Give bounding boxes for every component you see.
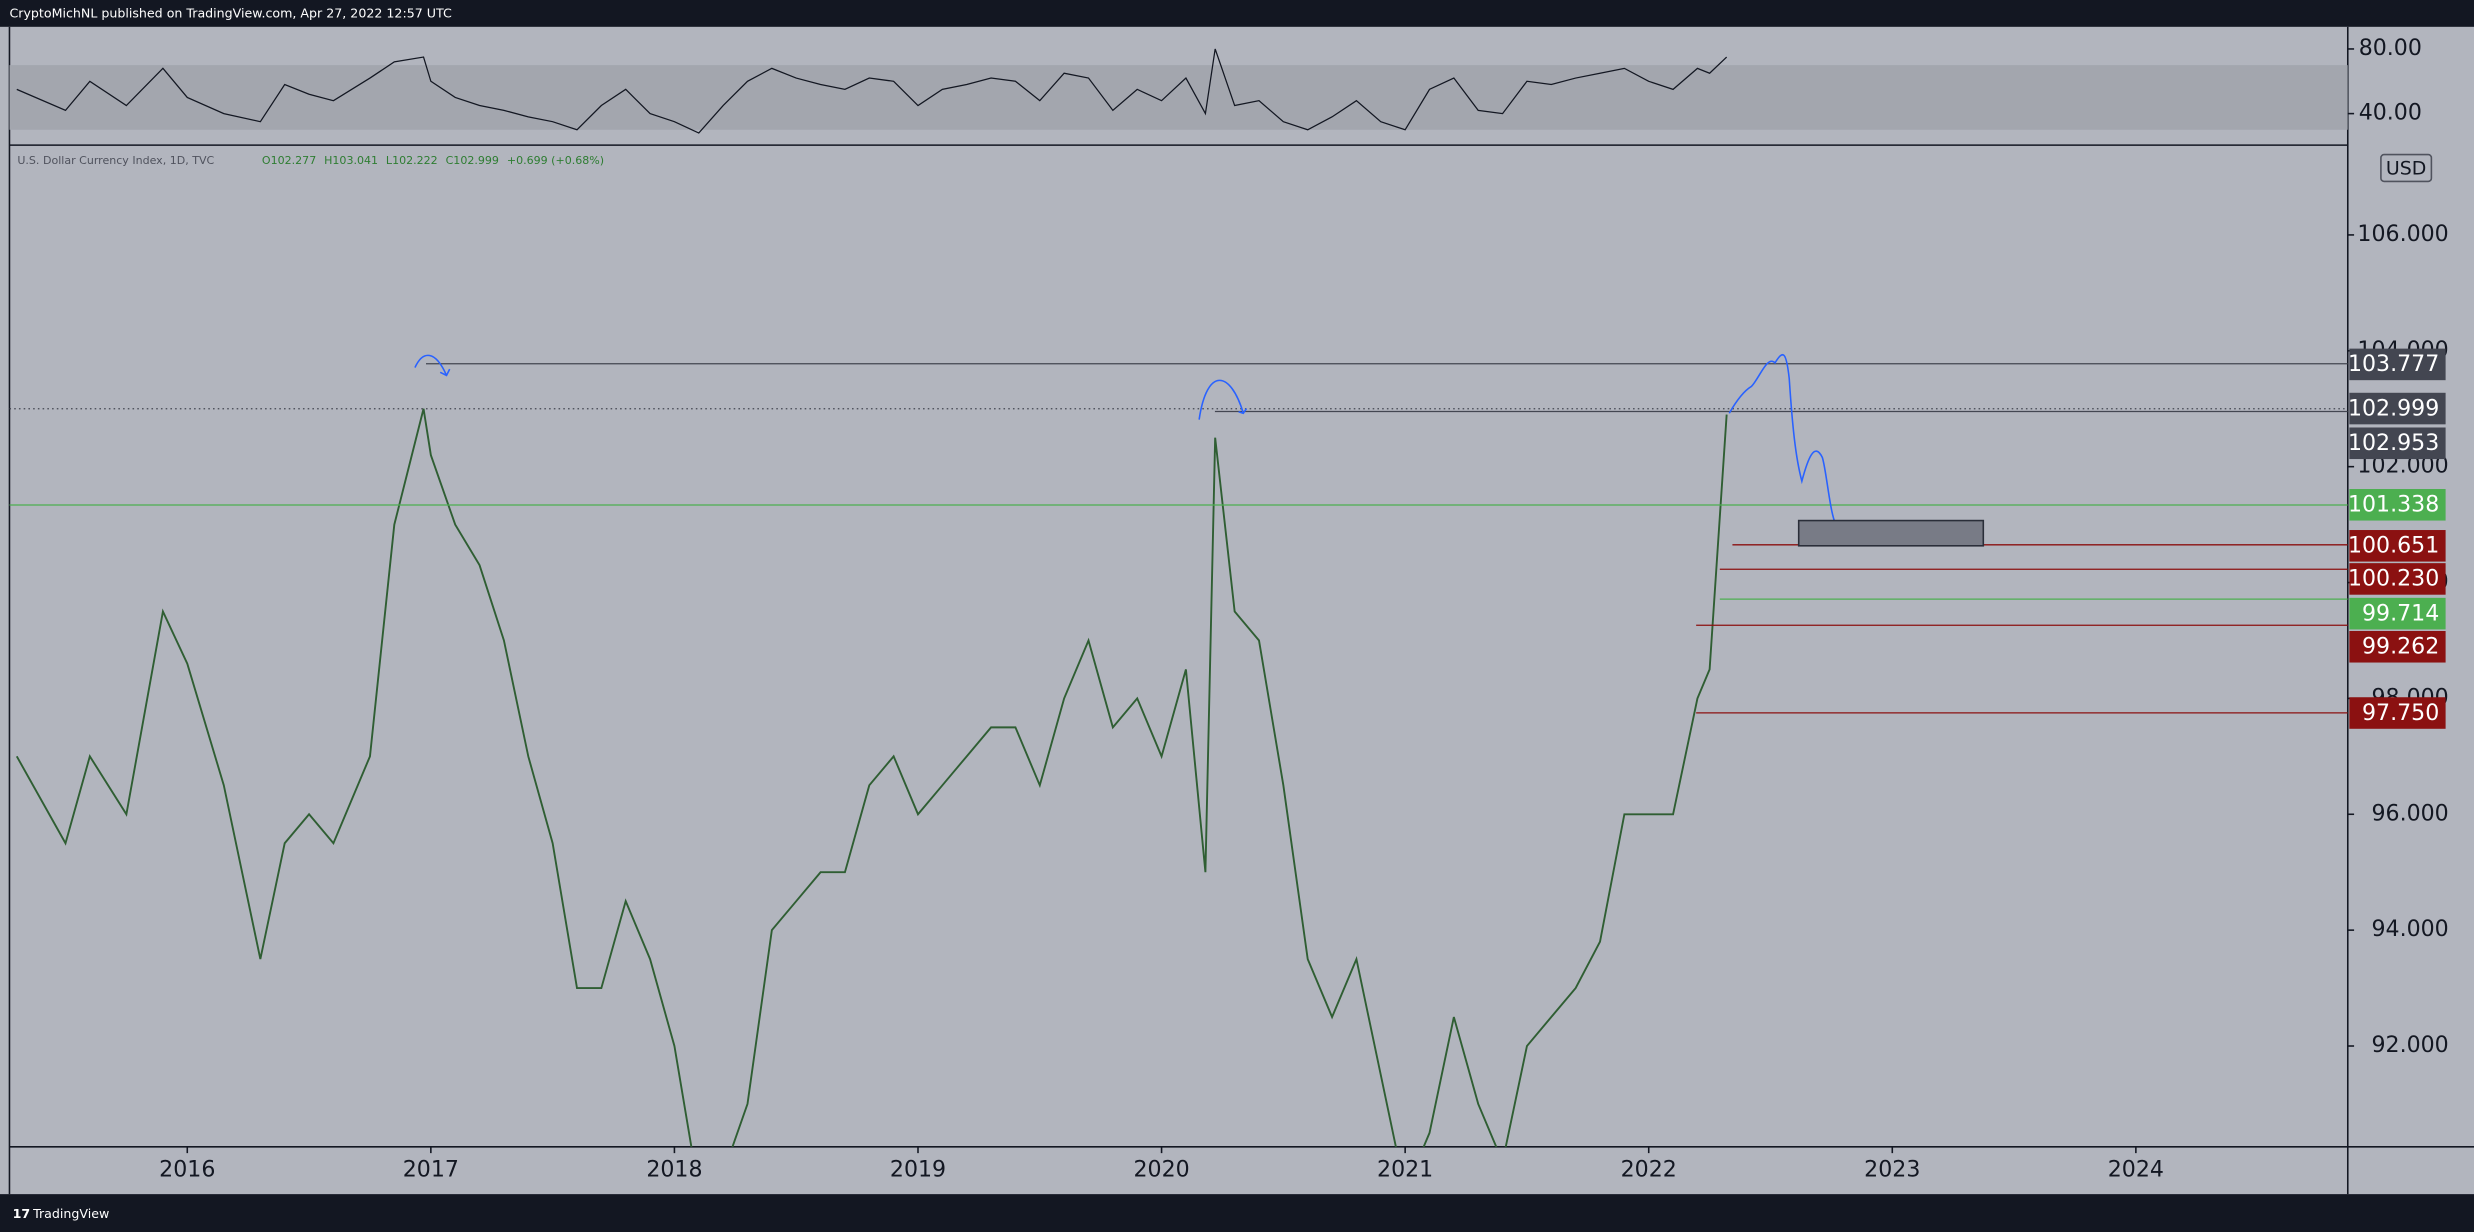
bottom-bar xyxy=(0,1194,2474,1232)
rsi-band xyxy=(9,65,2348,130)
x-tick-label: 2016 xyxy=(159,1157,215,1182)
level-label-box xyxy=(2349,697,2446,729)
x-tick-label: 2018 xyxy=(646,1157,702,1182)
price-line xyxy=(16,48,1728,134)
y-tick-label: 80.00 xyxy=(2359,36,2422,61)
y-tick-label: 40.00 xyxy=(2359,101,2422,126)
level-label-box xyxy=(2349,530,2446,562)
level-label-box xyxy=(2349,630,2446,663)
ohlc-value: L102.222 xyxy=(386,154,438,167)
y-tick-label: 96.000 xyxy=(2371,801,2448,826)
ohlc-value: O102.277 xyxy=(262,154,316,167)
level-label-box xyxy=(2349,427,2446,460)
drawn-arc xyxy=(1198,379,1248,420)
x-tick-label: 2022 xyxy=(1621,1157,1677,1182)
y-tick-label: 94.000 xyxy=(2371,917,2448,942)
level-label: 101.338 xyxy=(2348,493,2439,518)
level-label-box xyxy=(2349,489,2446,521)
x-tick-label: 2021 xyxy=(1377,1157,1433,1182)
x-tick-label: 2020 xyxy=(1133,1157,1189,1182)
x-tick-label: 2019 xyxy=(890,1157,946,1182)
level-label-box xyxy=(2349,597,2446,630)
level-label: 99.714 xyxy=(2362,601,2439,626)
level-label: 102.953 xyxy=(2348,431,2439,456)
x-tick-label: 2023 xyxy=(1864,1157,1920,1182)
symbol-label: U.S. Dollar Currency Index, 1D, TVC xyxy=(17,154,214,167)
y-tick-label: 106.000 xyxy=(2357,222,2448,247)
level-label: 100.651 xyxy=(2348,534,2439,559)
axes: 92.00094.00096.00098.000100.000102.00010… xyxy=(159,36,2449,1183)
level-label: 97.750 xyxy=(2362,701,2439,726)
level-label-box xyxy=(2349,392,2446,425)
ohlc-value: C102.999 xyxy=(446,154,499,167)
y-tick-label: 92.000 xyxy=(2371,1033,2448,1058)
level-label: 103.777 xyxy=(2348,352,2439,377)
x-tick-label: 2017 xyxy=(403,1157,459,1182)
user-drawings xyxy=(414,353,1985,547)
level-label: 102.999 xyxy=(2348,396,2439,421)
legend: U.S. Dollar Currency Index, 1D, TVC O102… xyxy=(17,154,604,167)
price-pane xyxy=(9,363,2348,1147)
level-label-box xyxy=(2349,563,2446,595)
level-label: 99.262 xyxy=(2362,635,2439,660)
level-label: 100.230 xyxy=(2348,567,2439,592)
x-tick-label: 2024 xyxy=(2108,1157,2164,1182)
target-zone xyxy=(1797,519,1985,547)
footer-brand: TradingView xyxy=(32,1206,109,1221)
top-bar xyxy=(0,0,2474,27)
currency-label: USD xyxy=(2386,157,2426,179)
logo-mark: 17 xyxy=(13,1206,31,1221)
drawn-arc xyxy=(414,354,451,377)
currency-box xyxy=(2380,153,2433,183)
publish-info: CryptoMichNL published on TradingView.co… xyxy=(9,6,451,21)
level-label-box xyxy=(2349,348,2446,381)
ohlc-value: H103.041 xyxy=(324,154,378,167)
rsi-pane xyxy=(9,48,2348,134)
ohlc-value: +0.699 (+0.68%) xyxy=(507,154,604,167)
price-line xyxy=(15,408,1728,1147)
